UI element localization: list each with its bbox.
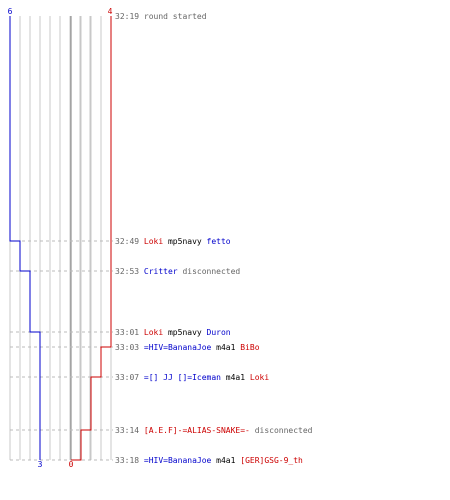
event-part: Loki: [144, 328, 163, 337]
event-part: [GER]GSG-9_th: [240, 456, 303, 465]
alive-lines: [9, 16, 112, 461]
event-part: Critter: [144, 267, 178, 276]
event-part: Duron: [207, 328, 231, 337]
event-part: fetto: [207, 237, 231, 246]
event-part: m4a1: [211, 343, 240, 352]
event-list: 32:19 round started 32:49 Loki mp5navy fe…: [115, 12, 313, 465]
event-part: mp5navy: [163, 328, 206, 337]
event-row: 32:53 Critter disconnected: [115, 267, 240, 276]
event-part: disconnected: [178, 267, 241, 276]
event-row: 33:18 =HIV=BananaJoe m4a1 [GER]GSG-9_th: [115, 456, 303, 465]
red-team-start-count: 4: [108, 7, 113, 16]
event-row: 33:01 Loki mp5navy Duron: [115, 328, 231, 337]
event-part: =[] JJ []=Iceman: [144, 373, 221, 382]
event-time: 33:01: [115, 328, 144, 337]
event-part: =HIV=BananaJoe: [144, 456, 212, 465]
red-team-end-count: 0: [69, 460, 74, 469]
event-part: mp5navy: [163, 237, 206, 246]
blue-team-alive-line: [9, 16, 41, 460]
event-part: round started: [144, 12, 207, 21]
event-time: 32:49: [115, 237, 144, 246]
player-grid: [9, 16, 113, 461]
blue-team-start-count: 6: [8, 7, 13, 16]
event-row: 33:03 =HIV=BananaJoe m4a1 BiBo: [115, 343, 260, 352]
event-time: 32:53: [115, 267, 144, 276]
event-row: 33:14 [A.E.F]-=ALIAS-SNAKE=- disconnecte…: [115, 426, 313, 435]
event-part: Loki: [144, 237, 163, 246]
event-part: [A.E.F]-=ALIAS-SNAKE=-: [144, 426, 250, 435]
event-time: 33:03: [115, 343, 144, 352]
red-team-alive-line: [71, 16, 112, 461]
event-part: m4a1: [221, 373, 250, 382]
blue-team-end-count: 3: [38, 460, 43, 469]
event-row: 33:07 =[] JJ []=Iceman m4a1 Loki: [115, 373, 269, 382]
event-time: 33:18: [115, 456, 144, 465]
event-time: 33:14: [115, 426, 144, 435]
event-time: 32:19: [115, 12, 144, 21]
event-part: disconnected: [250, 426, 313, 435]
event-part: BiBo: [240, 343, 259, 352]
event-part: Loki: [250, 373, 269, 382]
event-time: 33:07: [115, 373, 144, 382]
event-part: =HIV=BananaJoe: [144, 343, 212, 352]
event-row: 32:49 Loki mp5navy fetto: [115, 237, 231, 246]
event-part: m4a1: [211, 456, 240, 465]
event-row: 32:19 round started: [115, 12, 207, 21]
